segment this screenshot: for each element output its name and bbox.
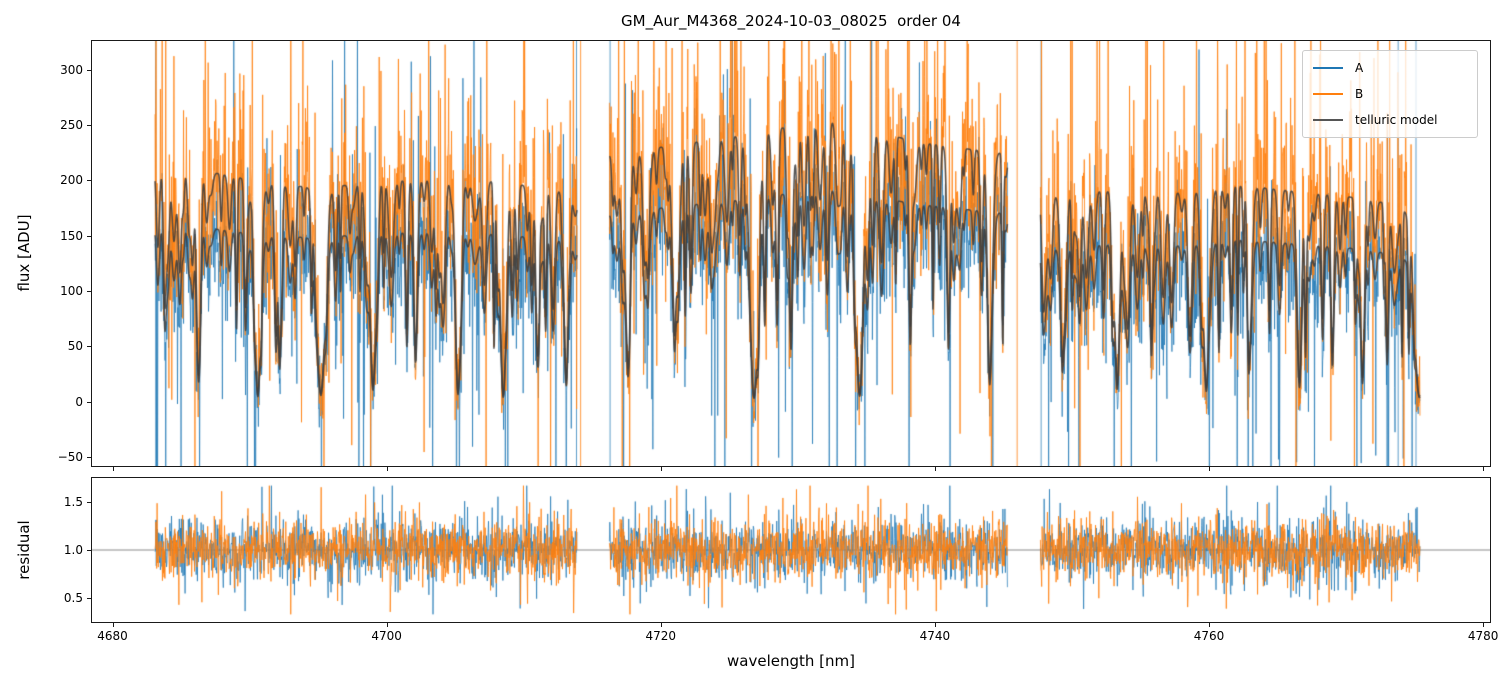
x-tick-label: 4720 [645, 629, 677, 643]
chart-title: GM_Aur_M4368_2024-10-03_08025 order 04 [621, 12, 961, 30]
y-tick-label: 1.0 [63, 543, 83, 557]
y-tick-mark [87, 346, 91, 348]
y-tick-mark [87, 550, 91, 551]
y-tick-mark [87, 502, 91, 503]
y-tick-mark [87, 457, 91, 459]
y-tick-mark [87, 401, 91, 403]
y-tick-mark [87, 125, 91, 127]
x-tick-mark [934, 623, 936, 627]
x-tick-mark [386, 467, 388, 471]
x-tick-mark [1483, 623, 1485, 627]
legend-item-a: A [1313, 61, 1467, 75]
y-tick-label: −50 [57, 450, 83, 465]
x-tick-mark [1483, 467, 1485, 471]
y-tick-mark [87, 598, 91, 599]
y-tick-label: 150 [60, 228, 83, 243]
legend-swatch [1313, 93, 1343, 95]
residual-axes [91, 477, 1491, 623]
x-tick-mark [1209, 467, 1211, 471]
x-tick-mark [112, 623, 114, 627]
x-tick-mark [112, 467, 114, 471]
y-tick-label: 50 [67, 339, 83, 354]
y-tick-label: 1.5 [63, 495, 83, 509]
flux-plot-canvas [92, 41, 1490, 466]
flux-axes [91, 40, 1491, 467]
x-tick-mark [386, 623, 388, 627]
y-tick-mark [87, 291, 91, 293]
flux-y-axis-label: flux [ADU] [15, 214, 33, 292]
legend-item-telluric-model: telluric model [1313, 113, 1467, 127]
y-tick-label: 100 [60, 284, 83, 299]
x-tick-mark [934, 467, 936, 471]
legend-swatch [1313, 119, 1343, 121]
x-tick-mark [1209, 623, 1211, 627]
legend-label: telluric model [1355, 113, 1438, 127]
y-tick-mark [87, 180, 91, 182]
x-tick-label: 4740 [919, 629, 951, 643]
legend-item-b: B [1313, 87, 1467, 101]
residual-y-axis-label: residual [15, 520, 33, 580]
x-tick-label: 4760 [1193, 629, 1225, 643]
x-tick-label: 4700 [371, 629, 402, 643]
y-tick-label: 200 [60, 173, 83, 188]
x-tick-mark [660, 623, 662, 627]
y-tick-mark [87, 69, 91, 71]
x-tick-label: 4680 [97, 629, 128, 643]
x-tick-label: 4780 [1467, 629, 1499, 643]
y-tick-label: 250 [60, 118, 83, 133]
y-tick-label: 0.5 [63, 591, 83, 605]
x-tick-mark [660, 467, 662, 471]
legend-label: A [1355, 61, 1364, 75]
residual-plot-canvas [92, 478, 1490, 622]
y-tick-mark [87, 235, 91, 237]
legend-swatch [1313, 67, 1343, 69]
y-tick-label: 300 [60, 62, 83, 77]
y-tick-label: 0 [75, 394, 83, 409]
legend-label: B [1355, 87, 1364, 101]
x-axis-label: wavelength [nm] [727, 652, 855, 670]
